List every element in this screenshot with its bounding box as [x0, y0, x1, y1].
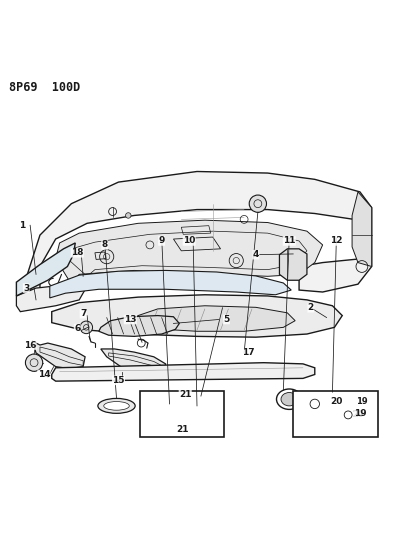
Text: 4: 4 [253, 250, 259, 259]
Text: 9: 9 [158, 237, 165, 246]
Ellipse shape [98, 398, 135, 413]
Bar [140, 391, 225, 437]
Polygon shape [52, 295, 342, 337]
Text: 5: 5 [223, 315, 230, 324]
Ellipse shape [325, 401, 340, 413]
Text: 11: 11 [283, 237, 296, 246]
Text: 18: 18 [71, 248, 84, 257]
Text: 19: 19 [354, 409, 366, 418]
Text: 1: 1 [19, 221, 26, 230]
Text: 20: 20 [330, 398, 342, 407]
Polygon shape [17, 284, 87, 312]
Polygon shape [352, 192, 372, 266]
Bar [293, 391, 377, 437]
Text: 2: 2 [308, 303, 314, 312]
Text: 13: 13 [124, 315, 136, 324]
Text: 12: 12 [330, 237, 343, 246]
Text: 14: 14 [37, 370, 50, 379]
Polygon shape [32, 341, 85, 369]
Text: 20: 20 [352, 410, 364, 419]
Polygon shape [17, 243, 75, 296]
Text: 8P69  100D: 8P69 100D [9, 81, 80, 94]
Polygon shape [22, 172, 372, 292]
Polygon shape [56, 220, 323, 284]
Ellipse shape [281, 392, 297, 406]
Text: 10: 10 [183, 237, 195, 246]
Ellipse shape [277, 389, 302, 409]
Polygon shape [279, 249, 307, 280]
Ellipse shape [321, 398, 344, 416]
Text: 8: 8 [102, 240, 108, 249]
Text: 16: 16 [24, 341, 36, 350]
Text: 6: 6 [74, 324, 80, 333]
Text: 19: 19 [356, 397, 368, 406]
Text: 17: 17 [242, 349, 255, 357]
Polygon shape [101, 349, 165, 375]
Ellipse shape [179, 368, 203, 375]
Circle shape [249, 195, 266, 212]
Ellipse shape [162, 405, 177, 413]
Circle shape [126, 213, 131, 218]
Text: 21: 21 [176, 425, 188, 434]
Text: 15: 15 [112, 376, 125, 385]
Polygon shape [50, 270, 291, 298]
Polygon shape [144, 398, 219, 425]
Circle shape [26, 354, 43, 372]
Polygon shape [130, 306, 295, 332]
Polygon shape [195, 405, 216, 412]
Text: 3: 3 [23, 284, 29, 293]
Polygon shape [309, 413, 344, 437]
Ellipse shape [165, 406, 175, 411]
Circle shape [80, 321, 93, 334]
Text: 21: 21 [179, 390, 191, 399]
Ellipse shape [104, 401, 129, 410]
Polygon shape [52, 362, 315, 381]
Polygon shape [99, 316, 179, 336]
Text: 7: 7 [80, 309, 86, 318]
